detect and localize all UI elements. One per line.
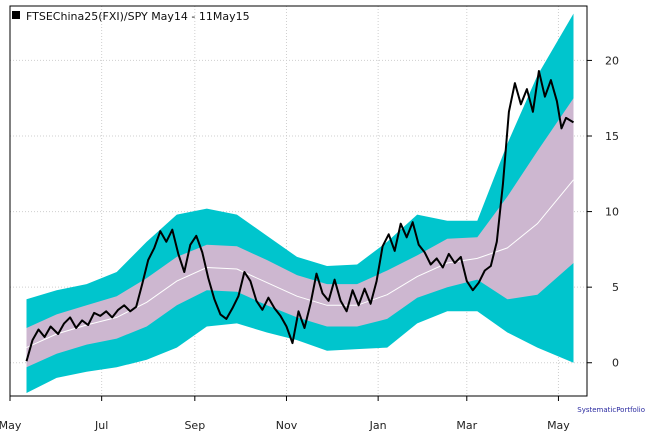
legend-swatch <box>12 11 20 19</box>
x-tick-label: Nov <box>276 419 298 432</box>
x-tick-label: Jan <box>369 419 387 432</box>
band-mean-line <box>26 179 574 349</box>
y-tick-label: 0 <box>612 357 619 370</box>
x-tick-label: Sep <box>184 419 205 432</box>
x-tick-label: Jul <box>94 419 108 432</box>
x-tick-label: Mar <box>456 419 477 432</box>
y-tick-label: 10 <box>605 206 619 219</box>
y-axis: 0 5 10 15 20 <box>587 54 619 370</box>
chart-title: FTSEChina25(FXI)/SPY May14 - 11May15 <box>26 10 250 23</box>
y-tick-label: 15 <box>605 130 619 143</box>
series-line <box>25 70 575 362</box>
x-tick-label: May <box>547 419 570 432</box>
plot-frame <box>9 5 588 397</box>
x-tick-label: May <box>0 419 22 432</box>
x-axis: May Jul Sep Nov Jan Mar May <box>0 396 570 432</box>
inner-band-area <box>26 98 574 368</box>
source-credit: SystematicPortfolio <box>577 406 645 414</box>
legend: FTSEChina25(FXI)/SPY May14 - 11May15 <box>12 10 250 23</box>
y-tick-label: 20 <box>605 54 619 67</box>
y-tick-label: 5 <box>612 281 619 294</box>
